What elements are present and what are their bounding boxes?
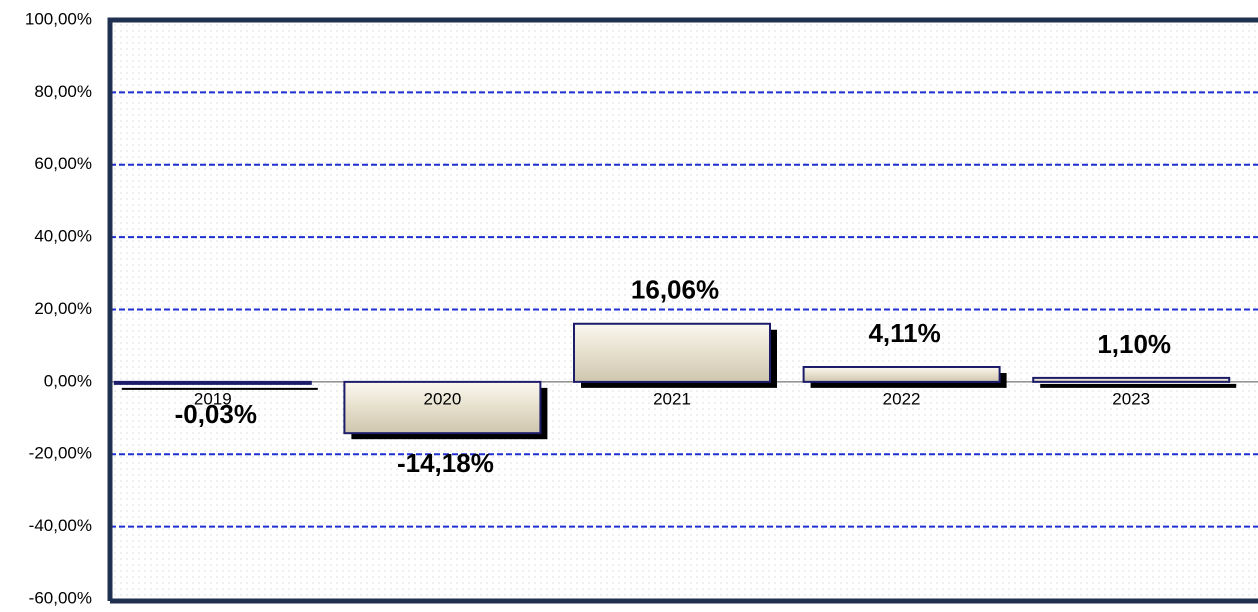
x-tick-label: 2020 [423,389,461,408]
y-tick-label: 80,00% [34,82,92,101]
data-label: 16,06% [631,275,719,305]
data-label: -14,18% [397,448,494,478]
bar-shadow [121,387,318,390]
y-tick-label: 40,00% [34,227,92,246]
x-tick-label: 2019 [194,389,232,408]
y-tick-label: 0,00% [44,371,92,390]
x-tick-label: 2022 [883,389,921,408]
y-tick-label: 20,00% [34,299,92,318]
bar-shadow [1040,383,1237,388]
bar [573,322,771,383]
y-tick-label: 60,00% [34,154,92,173]
y-tick-label: -60,00% [29,588,92,607]
plot-area [110,20,1258,602]
y-tick-label: 100,00% [25,9,92,28]
y-tick-label: -40,00% [29,516,92,535]
data-label: 1,10% [1097,329,1171,359]
x-tick-label: 2021 [653,389,691,408]
x-tick-label: 2023 [1112,389,1150,408]
bar [113,380,312,385]
data-label: 4,11% [868,318,940,348]
plot-border [107,17,1258,601]
bar [343,380,542,435]
data-label: -0,03% [175,399,257,429]
bar [802,366,1001,383]
y-tick-label: -20,00% [29,444,92,463]
bar [1032,376,1231,383]
